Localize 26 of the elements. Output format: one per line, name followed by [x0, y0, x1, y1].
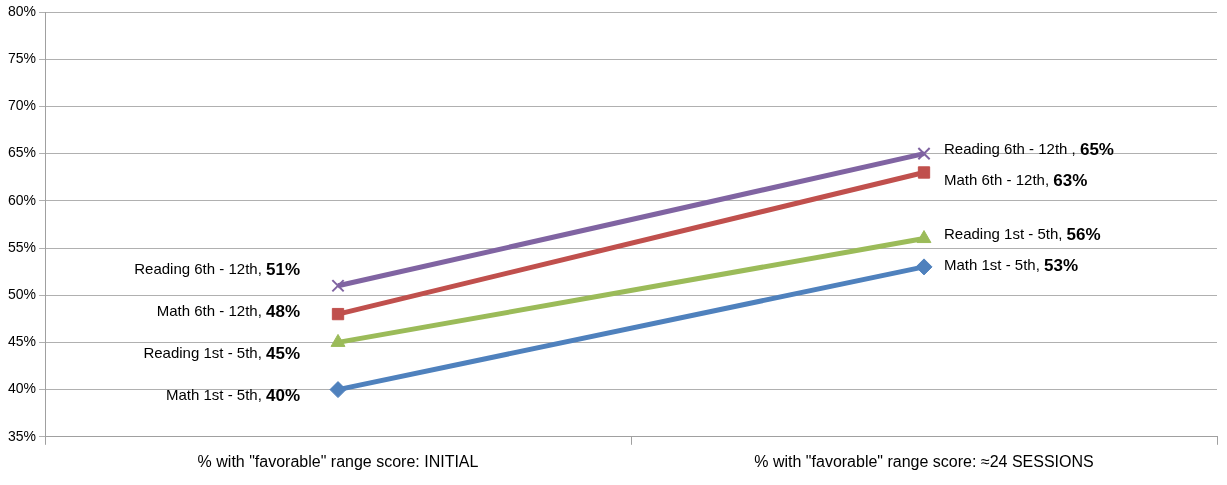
point	[915, 258, 933, 276]
annotation: Math 1st - 5th, 40%	[165, 385, 301, 405]
y-tick-label: 75%	[7, 50, 37, 67]
annotation: Reading 6th - 12th , 65%	[944, 139, 1114, 159]
annotation: Reading 6th - 12th, 51%	[134, 259, 301, 279]
point	[331, 279, 345, 293]
annotation: Reading 1st - 5th, 56%	[944, 224, 1101, 244]
y-tick-label: 40%	[7, 380, 37, 397]
y-tick-label: 50%	[7, 286, 37, 303]
annotation: Math 6th - 12th, 63%	[944, 170, 1088, 190]
point	[917, 166, 931, 179]
annotation: Reading 1st - 5th, 45%	[143, 343, 301, 363]
annotation: Math 1st - 5th, 53%	[944, 255, 1079, 275]
y-tick-label: 45%	[7, 333, 37, 350]
y-tick-label: 70%	[7, 97, 37, 114]
point	[329, 381, 347, 399]
y-tick-label: 35%	[7, 427, 37, 444]
y-tick-label: 60%	[7, 191, 37, 208]
point	[917, 146, 931, 161]
y-tick-label: 80%	[7, 2, 37, 19]
point	[331, 307, 345, 321]
x-tick-label: % with "favorable" range score: INITIAL	[197, 452, 479, 470]
y-tick-label: 65%	[7, 144, 37, 161]
annotation: Math 6th - 12th, 48%	[156, 301, 301, 321]
x-tick-label: % with "favorable" range score: ≈24 SESSIONS	[754, 452, 1094, 470]
y-tick-label: 55%	[7, 238, 37, 255]
